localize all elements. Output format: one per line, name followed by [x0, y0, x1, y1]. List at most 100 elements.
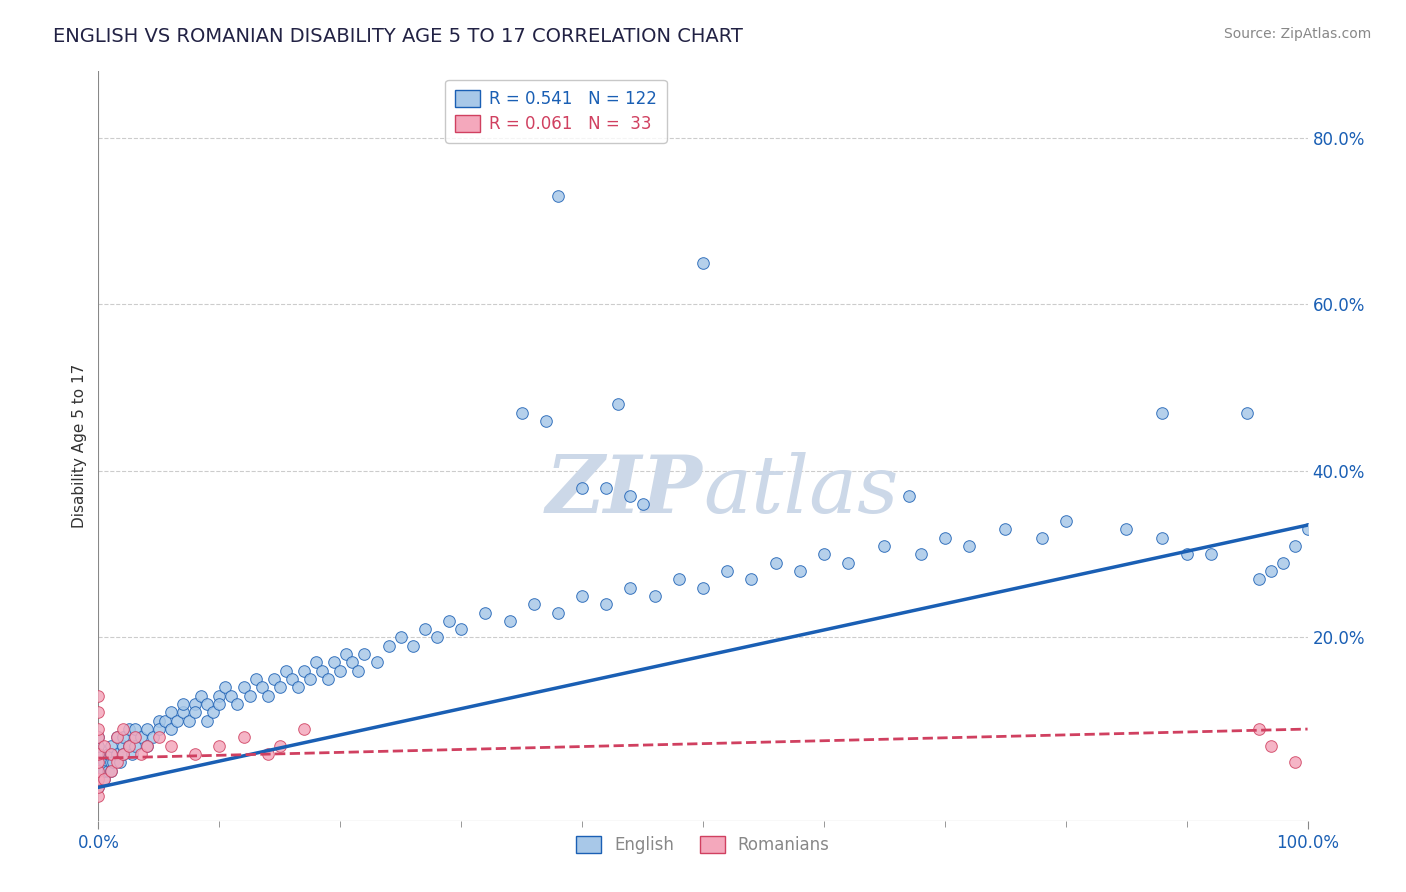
Point — [837, 556, 859, 570]
Point — [100, 756, 122, 770]
Point — [93, 764, 115, 778]
Point — [195, 697, 218, 711]
Point — [571, 589, 593, 603]
Point — [105, 731, 128, 745]
Point — [184, 697, 207, 711]
Point — [87, 689, 110, 703]
Point — [897, 489, 920, 503]
Point — [87, 747, 110, 761]
Text: Source: ZipAtlas.com: Source: ZipAtlas.com — [1223, 27, 1371, 41]
Point — [692, 256, 714, 270]
Point — [87, 772, 110, 786]
Point — [87, 789, 110, 803]
Point — [740, 572, 762, 586]
Point — [274, 664, 297, 678]
Point — [245, 672, 267, 686]
Point — [166, 714, 188, 728]
Point — [87, 764, 110, 778]
Point — [214, 681, 236, 695]
Point — [644, 589, 666, 603]
Point — [100, 739, 122, 753]
Point — [692, 581, 714, 595]
Point — [135, 739, 157, 753]
Point — [329, 664, 352, 678]
Point — [148, 731, 170, 745]
Point — [184, 747, 207, 761]
Point — [402, 639, 425, 653]
Point — [101, 756, 124, 770]
Point — [87, 764, 110, 778]
Point — [87, 780, 110, 795]
Point — [1199, 547, 1222, 561]
Point — [256, 689, 278, 703]
Point — [179, 714, 201, 728]
Point — [105, 747, 128, 761]
Point — [413, 622, 436, 636]
Point — [87, 780, 110, 795]
Point — [226, 697, 249, 711]
Point — [208, 739, 231, 753]
Point — [571, 481, 593, 495]
Point — [347, 664, 370, 678]
Point — [195, 714, 218, 728]
Point — [716, 564, 738, 578]
Point — [316, 672, 339, 686]
Point — [184, 706, 207, 720]
Point — [1152, 531, 1174, 545]
Point — [87, 756, 110, 770]
Text: atlas: atlas — [703, 452, 898, 530]
Point — [100, 764, 122, 778]
Point — [305, 656, 328, 670]
Point — [1236, 406, 1258, 420]
Point — [510, 406, 533, 420]
Point — [87, 756, 110, 770]
Point — [87, 772, 110, 786]
Point — [232, 731, 254, 745]
Point — [873, 539, 896, 553]
Point — [118, 739, 141, 753]
Point — [118, 722, 141, 736]
Text: ZIP: ZIP — [546, 452, 703, 530]
Point — [124, 739, 146, 753]
Point — [160, 722, 183, 736]
Point — [619, 489, 641, 503]
Point — [595, 597, 617, 611]
Point — [292, 664, 315, 678]
Point — [111, 747, 134, 761]
Point — [1260, 564, 1282, 578]
Point — [619, 581, 641, 595]
Point — [994, 522, 1017, 536]
Text: ENGLISH VS ROMANIAN DISABILITY AGE 5 TO 17 CORRELATION CHART: ENGLISH VS ROMANIAN DISABILITY AGE 5 TO … — [53, 27, 744, 45]
Point — [121, 747, 143, 761]
Point — [957, 539, 980, 553]
Point — [335, 647, 357, 661]
Point — [342, 656, 364, 670]
Point — [498, 614, 520, 628]
Point — [87, 731, 110, 745]
Point — [97, 747, 120, 761]
Point — [474, 606, 496, 620]
Point — [202, 706, 225, 720]
Point — [100, 764, 122, 778]
Point — [111, 722, 134, 736]
Point — [160, 706, 183, 720]
Point — [129, 747, 152, 761]
Point — [595, 481, 617, 495]
Point — [87, 747, 110, 761]
Point — [353, 647, 375, 661]
Legend: English, Romanians: English, Romanians — [569, 830, 837, 861]
Point — [1054, 514, 1077, 528]
Point — [108, 756, 131, 770]
Point — [250, 681, 273, 695]
Point — [607, 397, 630, 411]
Point — [129, 731, 152, 745]
Point — [534, 414, 557, 428]
Point — [287, 681, 309, 695]
Point — [631, 497, 654, 511]
Point — [87, 739, 110, 753]
Point — [437, 614, 460, 628]
Point — [1175, 547, 1198, 561]
Y-axis label: Disability Age 5 to 17: Disability Age 5 to 17 — [72, 364, 87, 528]
Point — [547, 189, 569, 203]
Point — [910, 547, 932, 561]
